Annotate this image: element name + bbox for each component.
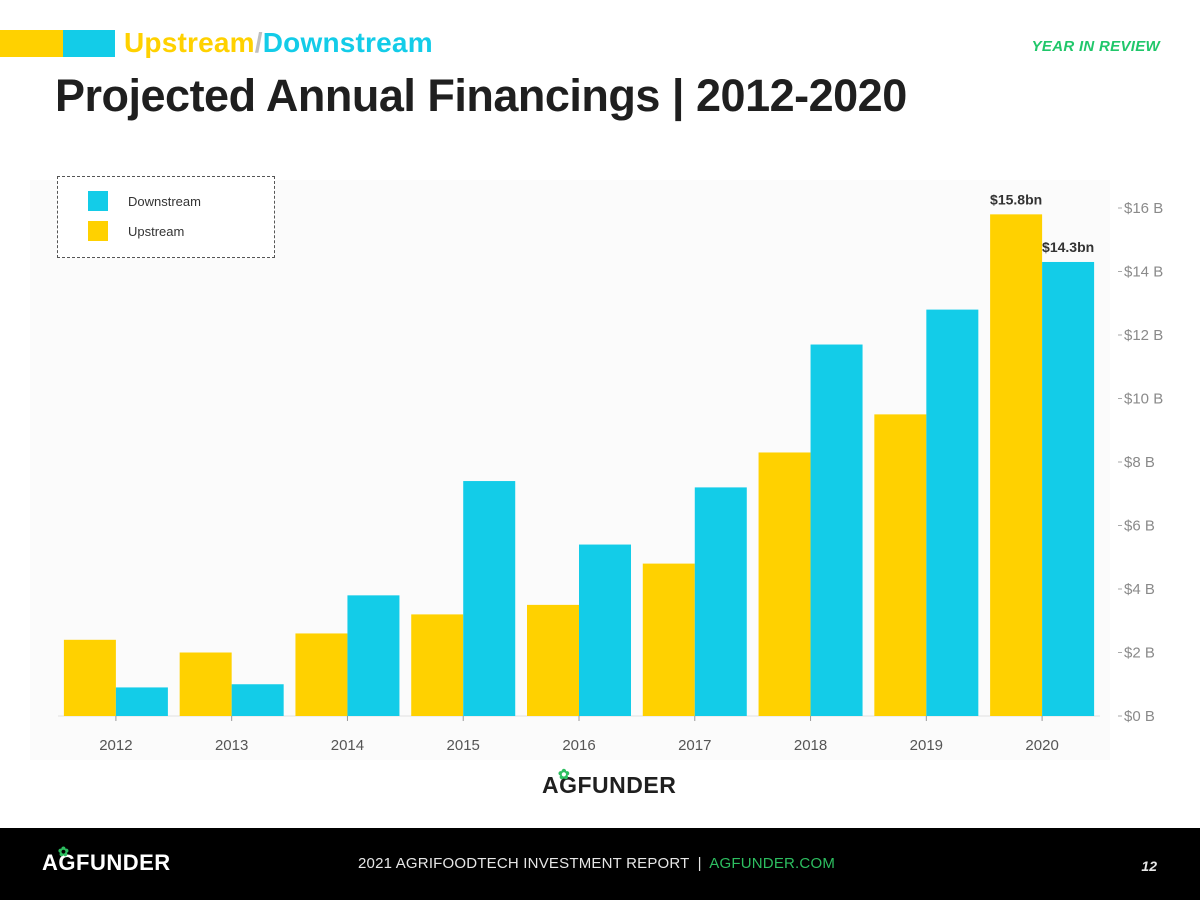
sprout-icon: ✿ (558, 766, 571, 782)
bar-chart: 2012 2013 2014 2015 2016 2017 2018 2019 2020 $0 B… (30, 180, 1163, 760)
page-number: 12 (1141, 858, 1157, 874)
x-tick-label-2013: 2013 (215, 737, 248, 754)
bar-upstream-2014 (295, 633, 348, 716)
footer-bar: ✿ AGFUNDER 2021 AGRIFOODTECH INVESTMENT … (0, 828, 1200, 900)
year-in-review-tag: YEAR IN REVIEW (1031, 38, 1160, 55)
x-tick-label-2018: 2018 (794, 737, 827, 754)
y-tick-label-6: $6 B (1124, 518, 1155, 535)
agfunder-logo: ✿ AGFUNDER (542, 766, 677, 799)
y-tick-label-16: $16 B (1124, 200, 1163, 217)
bar-downstream-2013 (231, 684, 284, 716)
bar-downstream-2012 (115, 687, 168, 716)
bar-downstream-2016 (579, 544, 631, 716)
bar-downstream-2018 (810, 344, 863, 716)
y-tick-label-12: $12 B (1124, 327, 1163, 344)
legend-item-upstream: Upstream (88, 221, 184, 241)
bar-upstream-2018 (758, 452, 811, 716)
legend-label-downstream: Downstream (128, 193, 201, 209)
x-tick-label-2016: 2016 (562, 737, 595, 754)
footer-logo: ✿ AGFUNDER (42, 844, 171, 876)
y-tick-label-8: $8 B (1124, 454, 1155, 471)
bar-upstream-2020 (990, 214, 1043, 716)
page-title: Projected Annual Financings | 2012-2020 (55, 70, 907, 121)
legend-label-upstream: Upstream (128, 223, 185, 239)
legend-swatch-upstream (88, 221, 108, 241)
x-tick-label-2014: 2014 (331, 737, 364, 754)
bar-downstream-2017 (694, 487, 747, 716)
bar-upstream-2019 (874, 414, 927, 716)
x-tick-label-2012: 2012 (99, 737, 132, 754)
header-accent-yellow (0, 30, 63, 57)
section-label: Upstream/Downstream (124, 27, 433, 59)
chart-container: 2012 2013 2014 2015 2016 2017 2018 2019 2020 $0 B… (30, 180, 1180, 760)
bar-upstream-2012 (63, 639, 116, 716)
bar-downstream-2020 (1042, 261, 1095, 716)
x-tick-label-2017: 2017 (678, 737, 711, 754)
section-separator: / (254, 27, 263, 58)
y-tick-label-4: $4 B (1124, 581, 1155, 598)
bar-upstream-2013 (179, 652, 232, 716)
data-label-downstream-2020: $14.3bn (1042, 239, 1094, 255)
footer-separator: | (697, 855, 702, 872)
legend-item-downstream: Downstream (88, 191, 201, 211)
y-tick-label-2: $2 B (1124, 645, 1155, 662)
bar-downstream-2019 (926, 309, 979, 716)
footer-report-text: 2021 AGRIFOODTECH INVESTMENT REPORT | AG… (358, 855, 835, 872)
footer-report-title: 2021 AGRIFOODTECH INVESTMENT REPORT (358, 855, 690, 872)
bar-downstream-2014 (347, 595, 400, 716)
x-tick-label-2020: 2020 (1025, 737, 1058, 754)
section-downstream: Downstream (262, 27, 433, 58)
bar-upstream-2015 (411, 614, 464, 716)
y-tick-label-0: $0 B (1124, 708, 1155, 725)
chart-legend: Downstream Upstream (57, 176, 275, 258)
footer-sprout-icon: ✿ (58, 844, 70, 859)
x-tick-label-2019: 2019 (910, 737, 943, 754)
y-tick-label-14: $14 B (1124, 264, 1163, 281)
section-upstream: Upstream (124, 27, 255, 58)
legend-swatch-downstream (88, 191, 108, 211)
bar-upstream-2017 (642, 563, 695, 716)
y-tick-label-10: $10 B (1124, 391, 1163, 408)
x-tick-label-2015: 2015 (447, 737, 480, 754)
footer-link[interactable]: AGFUNDER.COM (709, 855, 836, 872)
data-label-upstream-2020: $15.8bn (990, 191, 1042, 207)
logo-text: AGFUNDER (542, 772, 677, 798)
header-accent-cyan (63, 30, 115, 57)
bar-downstream-2015 (463, 481, 516, 716)
footer-logo-text: AGFUNDER (42, 850, 171, 875)
bar-upstream-2016 (527, 604, 579, 716)
